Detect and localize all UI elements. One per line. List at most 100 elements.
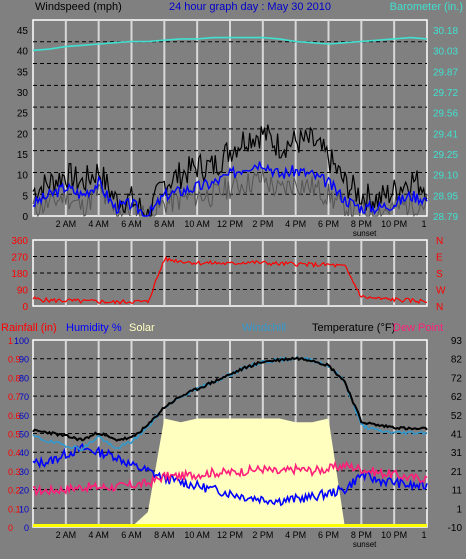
graph-title: 24 hour graph day : May 30 2010 [169,1,331,13]
time-tick-label: 10 AM [184,219,210,229]
time-tick-label: 2 PM [252,219,273,229]
wind-tick-label: 25 [17,109,29,120]
rain-tick-label: 1 [8,336,13,346]
direction-tick-label: 270 [11,253,28,264]
compass-tick-label: N [436,302,443,313]
barometer-tick-label: 29.87 [433,67,458,78]
humidity-tick-label: 90 [19,355,29,365]
rain-tick-label: 0.8 [8,373,21,383]
time-tick-label: 6 PM [318,530,339,540]
barometer-tick-label: 28.95 [433,191,458,202]
temp-tick-label: 31 [451,448,463,459]
wind-grid [33,20,427,216]
windspeed-axis-label: Windspeed (mph) [35,1,122,13]
time-tick-label: 4 AM [88,219,109,229]
humidity-tick-label: 10 [19,504,29,514]
wind-tick-label: 40 [17,47,29,58]
temp-tick-label: 52 [451,411,463,422]
time-tick-label: 2 AM [56,530,77,540]
humidity-tick-label: 20 [19,486,29,496]
wind-tick-label: 35 [17,67,29,78]
barometer-tick-label: 29.72 [433,88,458,99]
humidity-tick-label: 80 [19,373,29,383]
wind-tick-label: 0 [22,212,28,223]
rainfall-label: Rainfall (in) [1,322,57,334]
temp-tick-label: 41 [451,430,463,441]
time-tick-label: 6 PM [318,219,339,229]
series-layer [32,36,428,527]
rain-tick-label: 0.1 [8,504,21,514]
windchill-label: Windchill [242,322,286,334]
temp-tick-label: -10 [448,523,463,534]
compass-tick-label: N [436,236,443,247]
sunset-label: sunset [353,540,377,549]
wind-tick-label: 20 [17,129,29,140]
temp-tick-label: 82 [451,355,463,366]
wind-tick-label: 45 [17,26,29,37]
barometer-tick-label: 29.41 [433,129,458,140]
barometer-tick-label: 30.03 [433,47,458,58]
direction-tick-label: 180 [11,269,28,280]
time-end-label: 1 [421,530,426,540]
windchill-line [32,355,427,452]
rainfall-bar [33,524,427,527]
time-tick-label: 6 AM [121,530,142,540]
humidity-tick-label: 0 [24,523,29,533]
time-tick-label: 4 PM [285,219,306,229]
humidity-tick-label: 40 [19,448,29,458]
dewpoint-line [32,460,428,497]
time-tick-label: 6 AM [121,219,142,229]
wind-gust-line [32,124,428,217]
axis-layer: 2 AM 4 AM 6 AM 8 AM 10 AM 12 PM 2 PM 4 PM 6 PM 8 … [8,26,462,549]
time-tick-label: 12 PM [217,219,243,229]
time-end-label: 1 [421,219,426,229]
time-tick-label: 8 AM [154,219,175,229]
humidity-line [32,442,428,507]
time-tick-label: 8 PM [351,219,372,229]
compass-tick-label: S [436,269,443,280]
humidity-label: Humidity % [66,322,122,334]
compass-tick-label: E [436,253,443,264]
barometer-tick-label: 29.10 [433,171,458,182]
rain-tick-label: 0.6 [8,411,21,421]
humidity-tick-label: 70 [19,392,29,402]
rain-tick-label: 0.4 [8,448,21,458]
time-tick-label: 4 PM [285,530,306,540]
temp-tick-label: 11 [452,486,463,497]
barometer-line [32,36,428,52]
time-tick-label: 2 AM [56,219,77,229]
temp-tick-label: 21 [451,467,463,478]
temperature-label: Temperature (°F) [312,322,395,334]
temperature-line [32,356,428,442]
rain-tick-label: 0.5 [8,430,21,440]
wind-tick-label: 10 [17,171,29,182]
barometer-tick-label: 28.79 [433,212,458,223]
dewpoint-label: Dew Point [393,322,443,334]
barometer-tick-label: 29.56 [433,109,458,120]
rain-tick-label: 0.9 [8,355,21,365]
sunset-label: sunset [353,229,377,238]
time-tick-label: 10 PM [381,219,407,229]
rain-tick-label: 0.3 [8,467,21,477]
wind-tick-label: 15 [17,150,29,161]
rain-tick-label: 0.7 [8,392,21,402]
barometer-tick-label: 29.25 [433,150,458,161]
wind-tick-label: 30 [17,88,29,99]
direction-tick-label: 90 [17,286,29,297]
humidity-tick-label: 100 [14,336,29,346]
direction-tick-label: 360 [11,236,28,247]
wind-direction-line [32,255,428,305]
direction-grid [33,240,427,306]
humidity-tick-label: 50 [19,430,29,440]
time-tick-label: 8 PM [351,530,372,540]
time-tick-label: 12 PM [217,530,243,540]
wind-tick-label: 5 [22,191,28,202]
time-tick-label: 4 AM [88,530,109,540]
time-tick-label: 2 PM [252,530,273,540]
direction-tick-label: 0 [22,302,28,313]
wind-average-line [32,161,428,217]
temp-tick-label: 1 [456,504,462,515]
temp-tick-label: 62 [451,392,463,403]
humidity-tick-label: 30 [19,467,29,477]
